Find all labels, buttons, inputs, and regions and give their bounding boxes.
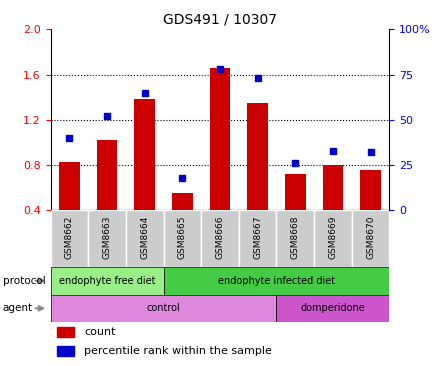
Title: GDS491 / 10307: GDS491 / 10307 xyxy=(163,13,277,27)
Bar xyxy=(285,174,306,210)
Bar xyxy=(164,267,389,295)
Text: count: count xyxy=(84,327,116,337)
Bar xyxy=(201,210,239,267)
Bar xyxy=(276,210,314,267)
Text: protocol: protocol xyxy=(3,276,45,286)
Text: agent: agent xyxy=(3,303,33,313)
Text: GSM8663: GSM8663 xyxy=(103,216,112,259)
Bar xyxy=(239,210,276,267)
Text: GSM8667: GSM8667 xyxy=(253,216,262,259)
Text: GSM8668: GSM8668 xyxy=(291,216,300,259)
Text: GSM8662: GSM8662 xyxy=(65,216,74,259)
Bar xyxy=(276,295,389,322)
Text: endophyte infected diet: endophyte infected diet xyxy=(218,276,335,286)
Bar xyxy=(51,295,276,322)
Bar xyxy=(247,103,268,210)
Bar xyxy=(57,346,74,356)
Bar xyxy=(209,68,231,210)
Text: GSM8669: GSM8669 xyxy=(328,216,337,259)
Bar xyxy=(51,267,164,295)
Text: GSM8670: GSM8670 xyxy=(366,216,375,259)
Bar xyxy=(57,327,74,337)
Bar xyxy=(314,210,352,267)
Text: GSM8666: GSM8666 xyxy=(216,216,224,259)
Bar xyxy=(51,210,88,267)
Bar xyxy=(360,170,381,210)
Bar xyxy=(88,210,126,267)
Bar xyxy=(164,210,201,267)
Text: control: control xyxy=(147,303,180,313)
Bar xyxy=(59,162,80,210)
Text: GSM8664: GSM8664 xyxy=(140,216,149,259)
Bar xyxy=(97,140,117,210)
Text: endophyte free diet: endophyte free diet xyxy=(59,276,155,286)
Text: domperidone: domperidone xyxy=(301,303,365,313)
Bar xyxy=(134,100,155,210)
Text: percentile rank within the sample: percentile rank within the sample xyxy=(84,346,272,356)
Text: GSM8665: GSM8665 xyxy=(178,216,187,259)
Bar xyxy=(126,210,164,267)
Bar xyxy=(172,194,193,210)
Bar xyxy=(352,210,389,267)
Bar xyxy=(323,165,343,210)
